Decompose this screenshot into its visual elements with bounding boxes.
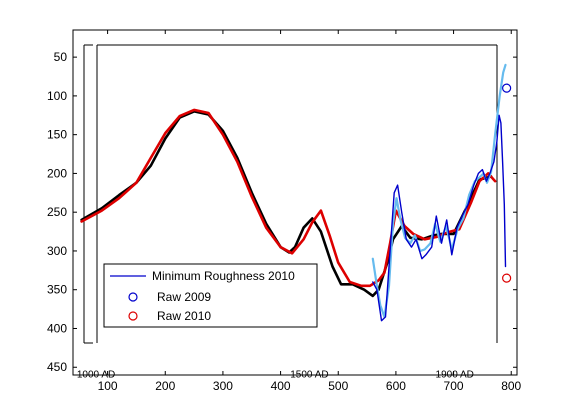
y-tick-label: 200 bbox=[47, 166, 67, 180]
era-label: 1500 AD bbox=[290, 370, 328, 381]
x-tick-label: 400 bbox=[271, 379, 291, 393]
series-line bbox=[371, 63, 507, 318]
x-tick-label: 200 bbox=[155, 379, 175, 393]
data-marker bbox=[502, 83, 512, 93]
y-tick-label: 150 bbox=[47, 128, 67, 142]
x-tick-label: 700 bbox=[444, 379, 464, 393]
legend-marker-raw-2009 bbox=[128, 292, 138, 302]
series-line bbox=[80, 108, 497, 288]
x-tick-label: 500 bbox=[328, 379, 348, 393]
era-label: 1000 AD bbox=[77, 370, 115, 381]
legend-box bbox=[103, 263, 318, 328]
legend-label-raw-2009: Raw 2009 bbox=[157, 290, 211, 304]
y-tick-label: 100 bbox=[47, 89, 67, 103]
inner-frame bbox=[83, 44, 498, 344]
era-label: 1900 AD bbox=[436, 370, 474, 381]
y-tick-label: 300 bbox=[47, 244, 67, 258]
x-tick-label: 600 bbox=[386, 379, 406, 393]
y-tick-label: 250 bbox=[47, 205, 67, 219]
y-tick-label: 350 bbox=[47, 283, 67, 297]
y-tick-label: 50 bbox=[54, 50, 68, 64]
x-tick-label: 800 bbox=[501, 379, 521, 393]
series-layer bbox=[80, 63, 507, 322]
y-axis: 50 100 150 200 250 300 350 400 450 bbox=[47, 50, 517, 374]
legend-marker-raw-2010 bbox=[128, 311, 138, 321]
series-line bbox=[372, 114, 507, 322]
legend-label-raw-2010: Raw 2010 bbox=[157, 309, 211, 323]
data-marker bbox=[502, 273, 512, 283]
legend-label-min-roughness: Minimum Roughness 2010 bbox=[152, 269, 295, 283]
y-tick-label: 450 bbox=[47, 360, 67, 374]
era-labels: 1000 AD 1500 AD 1900 AD bbox=[77, 370, 474, 381]
x-tick-label: 100 bbox=[98, 379, 118, 393]
x-tick-label: 300 bbox=[213, 379, 233, 393]
y-tick-label: 400 bbox=[47, 321, 67, 335]
x-axis: 100 200 300 400 500 600 700 800 bbox=[98, 30, 522, 393]
marker-layer bbox=[502, 83, 512, 283]
legend: Minimum Roughness 2010 Raw 2009 Raw 2010 bbox=[103, 263, 318, 328]
